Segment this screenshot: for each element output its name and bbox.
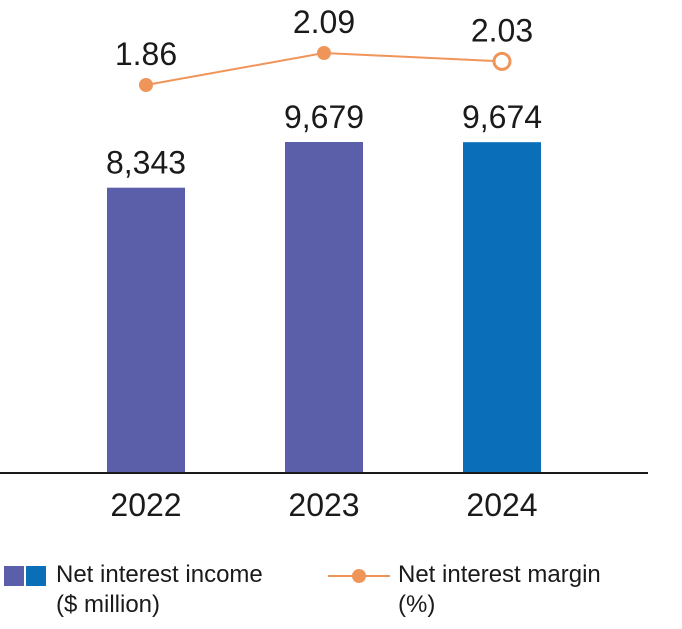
legend-swatch-income-2024 xyxy=(26,566,46,586)
bar-value-label-2022: 8,343 xyxy=(106,145,186,181)
x-tick-labels-group: 2022 2023 2024 xyxy=(110,487,537,523)
x-tick-label-2022: 2022 xyxy=(110,487,181,523)
legend-label-income-line2: ($ million) xyxy=(56,591,161,618)
legend-key-margin xyxy=(328,560,390,590)
legend-label-margin-line2: (%) xyxy=(398,591,436,618)
margin-point-2023 xyxy=(317,46,331,60)
bars-group xyxy=(107,142,541,474)
margin-point-2024 xyxy=(492,51,512,71)
margin-value-label-2022: 1.86 xyxy=(115,36,177,72)
chart: 8,343 9,679 9,674 2022 2023 2024 1.86 2.09 2.0… xyxy=(0,4,648,523)
bar-2023 xyxy=(285,142,363,473)
legend-label-income-line1: Net interest income xyxy=(56,561,263,588)
x-tick-label-2023: 2023 xyxy=(288,487,359,523)
bar-2022 xyxy=(107,187,185,474)
margin-value-label-2023: 2.09 xyxy=(293,4,355,40)
margin-line-group xyxy=(139,46,512,92)
bar-labels-group: 8,343 9,679 9,674 xyxy=(106,99,542,181)
bar-value-label-2023: 9,679 xyxy=(284,99,364,135)
margin-point-2022 xyxy=(139,78,153,92)
legend-label-margin: Net interest margin (%) xyxy=(398,560,601,620)
margin-labels-group: 1.86 2.09 2.03 xyxy=(115,4,533,72)
legend-item-margin: Net interest margin (%) xyxy=(328,560,601,620)
legend-label-income: Net interest income ($ million) xyxy=(56,560,263,620)
legend-label-margin-line1: Net interest margin xyxy=(398,561,601,588)
legend-key-margin-dot xyxy=(352,569,366,583)
margin-value-label-2024: 2.03 xyxy=(471,12,533,48)
legend: Net interest income ($ million) Net inte… xyxy=(0,560,682,629)
bar-2024 xyxy=(463,142,541,473)
x-tick-label-2024: 2024 xyxy=(466,487,537,523)
bar-value-label-2024: 9,674 xyxy=(462,99,542,135)
legend-swatch-income-2022-2023 xyxy=(4,566,24,586)
legend-item-income: Net interest income ($ million) xyxy=(4,560,263,620)
